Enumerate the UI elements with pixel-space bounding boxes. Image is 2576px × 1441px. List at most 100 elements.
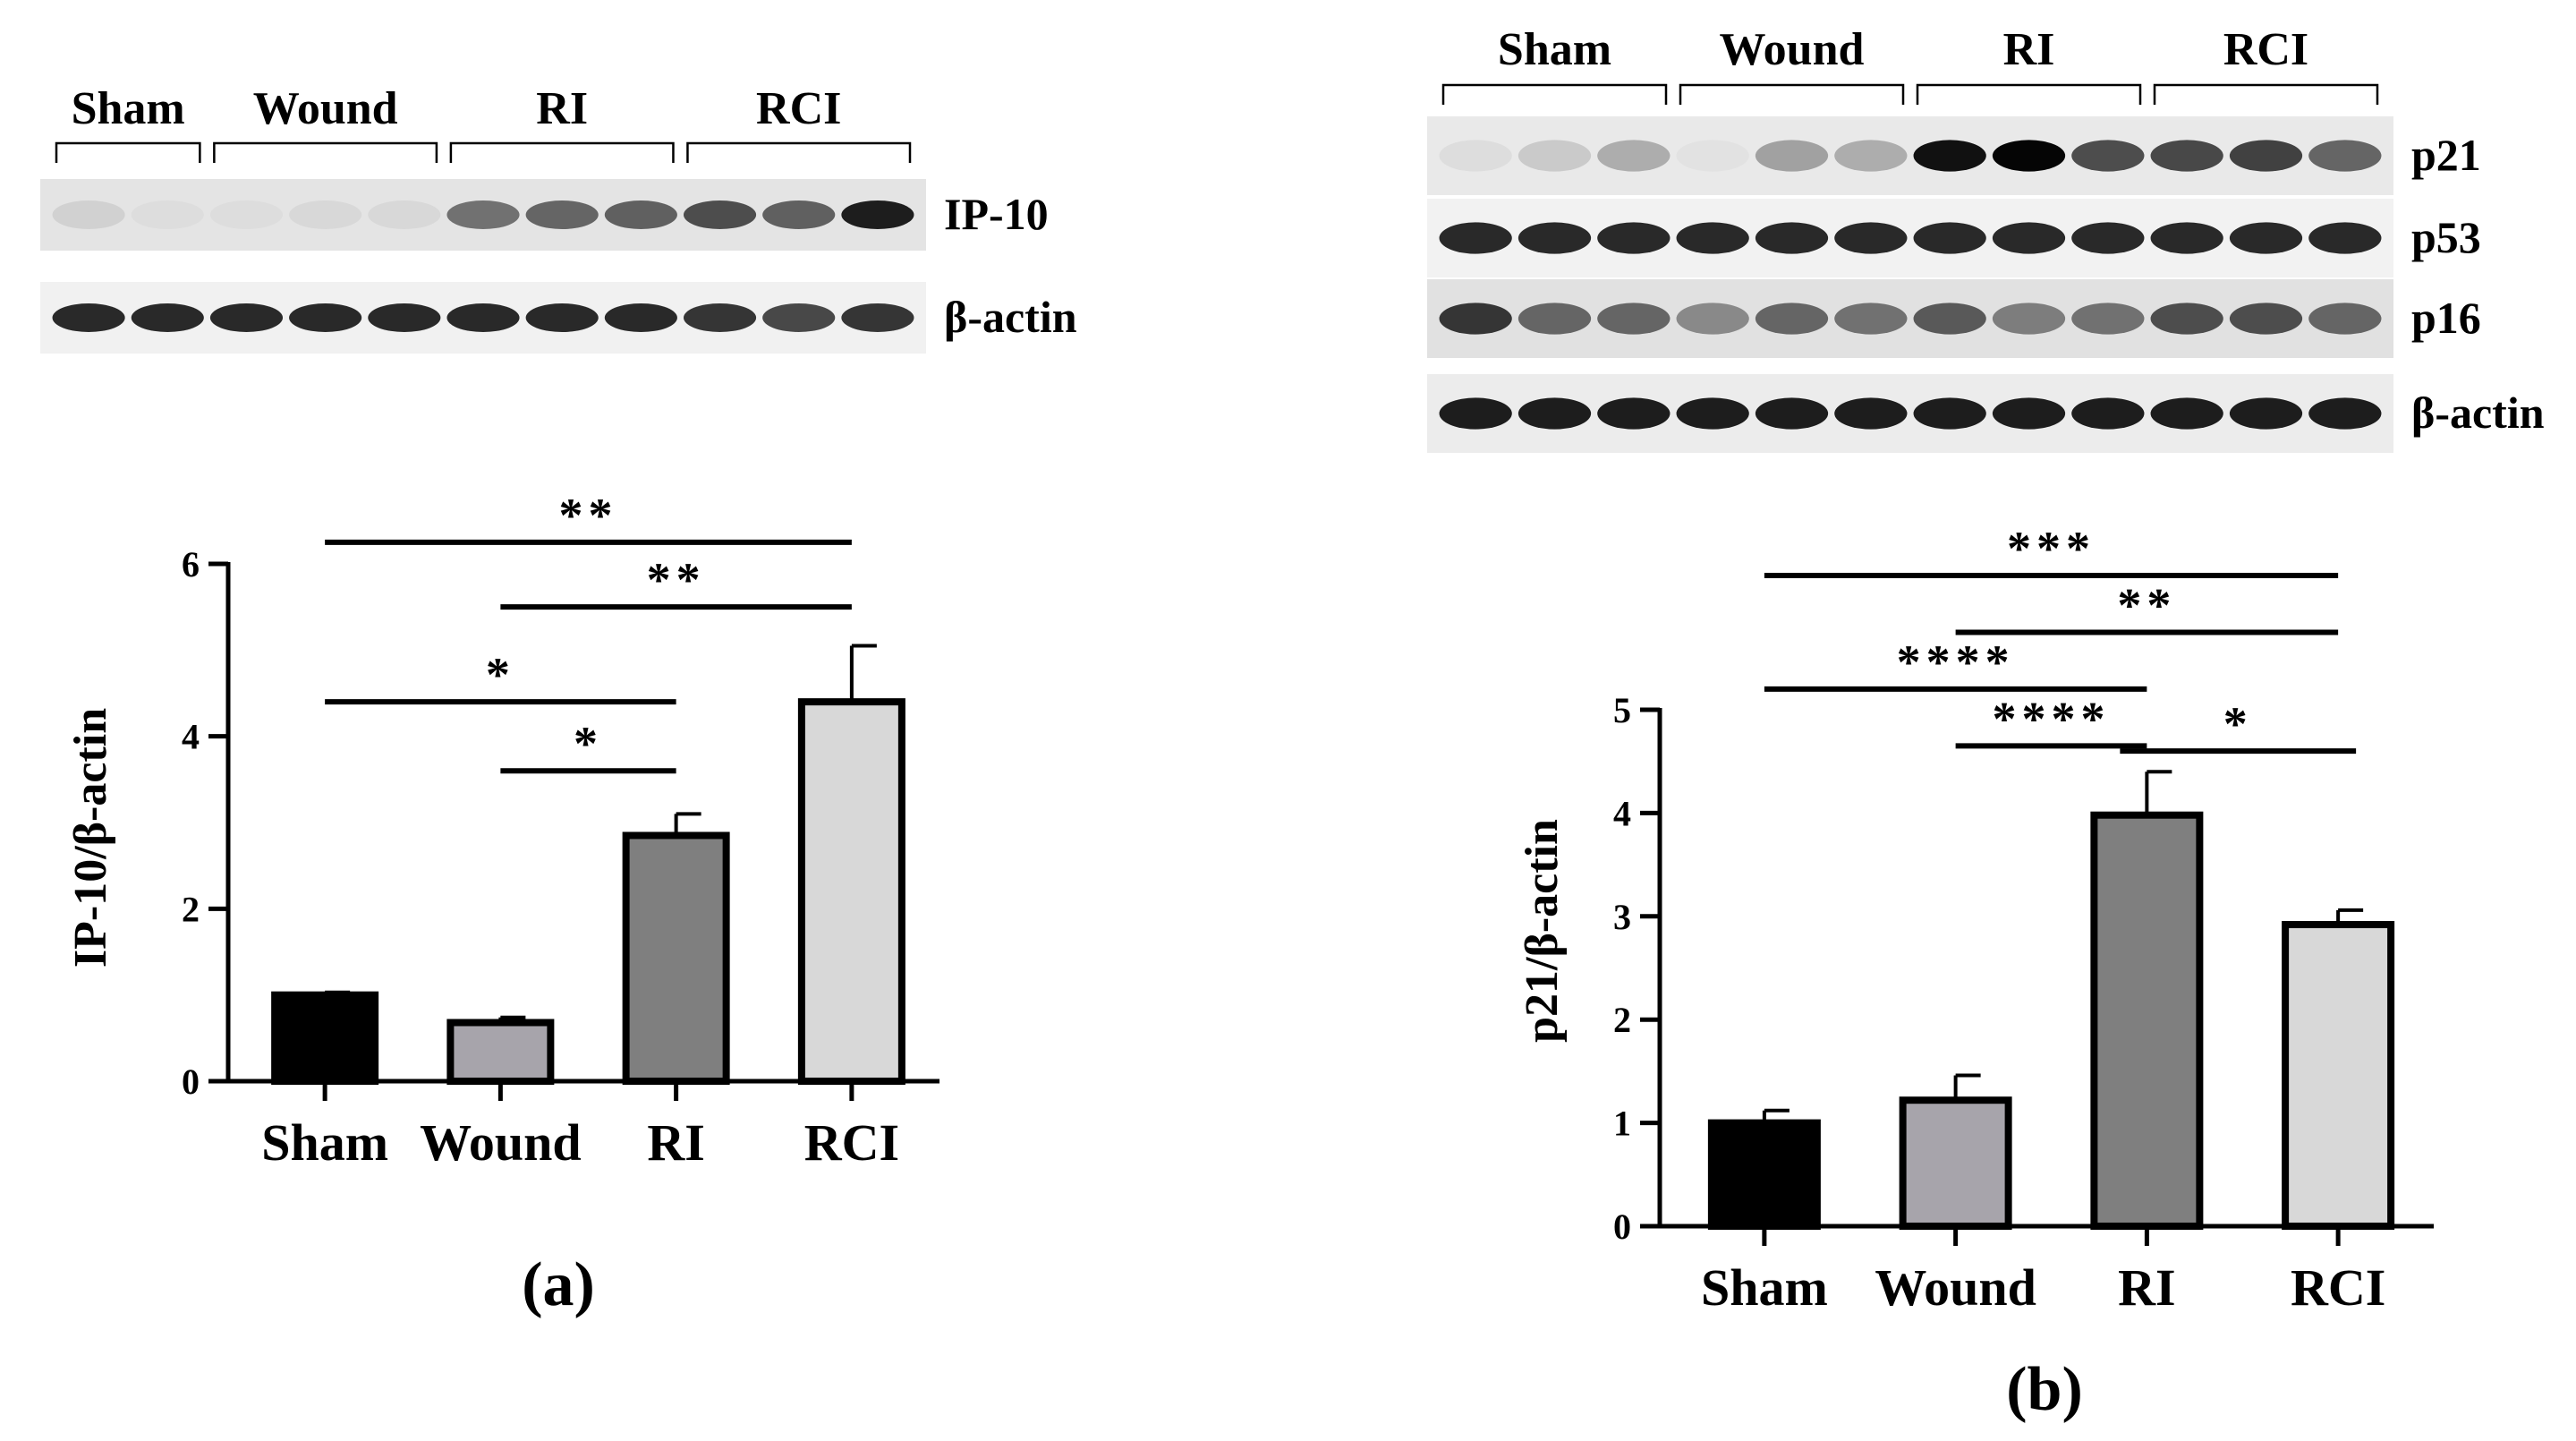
blot-band	[2308, 397, 2382, 430]
blot-band	[1518, 397, 1592, 430]
blot-band	[2308, 222, 2382, 254]
blot-group-bracket	[1916, 83, 2142, 105]
blot-band	[368, 303, 441, 332]
blot-band	[1834, 222, 1908, 254]
y-tick-label: 6	[182, 544, 200, 584]
blot-row-label: β-actin	[2411, 388, 2545, 438]
y-tick-label: 3	[1613, 897, 1631, 937]
blot-band	[683, 200, 757, 229]
blot-group-bracket	[213, 141, 438, 163]
blot-band	[1518, 303, 1592, 335]
blot-group-label: RI	[2003, 24, 2055, 75]
blot-band	[683, 303, 757, 332]
blot-band	[1913, 222, 1986, 254]
y-tick-label: 0	[182, 1062, 200, 1102]
blot-row-label: p53	[2411, 212, 2481, 262]
blot-band	[1676, 222, 1749, 254]
blot-band	[2229, 397, 2303, 430]
blot-band	[1518, 140, 1592, 172]
y-axis-label-a: IP-10/β-actin	[65, 708, 116, 968]
blot-band	[1992, 140, 2066, 172]
y-tick-label: 1	[1613, 1104, 1631, 1144]
bar-rci	[2282, 921, 2395, 1230]
blot-group-label: Wound	[253, 83, 398, 134]
blot-group-bracket	[1441, 83, 1668, 105]
significance-label: ***	[2007, 522, 2096, 576]
blot-group-label: RCI	[756, 83, 841, 134]
blot-band	[1992, 303, 2066, 335]
blot-band	[2150, 397, 2223, 430]
blot-band	[2150, 222, 2223, 254]
blot-group-label: RCI	[2223, 24, 2308, 75]
blot-band	[1834, 140, 1908, 172]
blot-band	[1676, 303, 1749, 335]
blot-band	[2071, 140, 2145, 172]
blot-band	[2229, 140, 2303, 172]
blot-band	[1439, 397, 1512, 430]
x-tick-label: Wound	[1875, 1258, 2036, 1317]
y-tick-label: 2	[182, 889, 200, 929]
panel-label-a: (a)	[522, 1250, 595, 1319]
blot-band	[525, 200, 599, 229]
x-tick-label: Sham	[1701, 1258, 1828, 1317]
blot-band	[841, 303, 914, 332]
y-tick-label: 2	[1613, 1000, 1631, 1040]
blot-band	[1597, 397, 1671, 430]
blot-band	[1439, 222, 1512, 254]
blot-row-label: p16	[2411, 293, 2481, 343]
bar-ri	[622, 831, 730, 1085]
y-axis-label-b: p21/β-actin	[1517, 819, 1568, 1043]
blot-group-bracket	[1679, 83, 1905, 105]
bar-sham	[271, 991, 379, 1085]
blot-band	[1755, 303, 1829, 335]
significance-label: *	[2223, 697, 2253, 751]
blot-band	[1597, 303, 1671, 335]
blot-group-bracket	[2153, 83, 2379, 105]
blot-band	[1992, 397, 2066, 430]
blot-band	[1755, 222, 1829, 254]
blot-band	[1913, 140, 1986, 172]
blot-band	[1755, 397, 1829, 430]
blot-band	[1676, 397, 1749, 430]
blot-band	[1913, 397, 1986, 430]
blot-band	[131, 200, 204, 229]
blot-band	[1755, 140, 1829, 172]
blot-band	[2071, 397, 2145, 430]
blot-band	[604, 200, 677, 229]
blot-band	[604, 303, 677, 332]
blot-group-label: RI	[536, 83, 588, 134]
blot-band	[368, 200, 441, 229]
bar-rci	[797, 698, 905, 1086]
blot-band	[2229, 222, 2303, 254]
blot-band	[2150, 140, 2223, 172]
x-tick-label: RI	[2118, 1258, 2175, 1317]
blot-band	[446, 303, 520, 332]
blot-band	[2071, 303, 2145, 335]
panel-a: Sham Wound RI RCI IP-10 β-actin 0 2 4 6 Sham Woun…	[40, 83, 1077, 1319]
blot-band	[1913, 303, 1986, 335]
blot-band	[1439, 303, 1512, 335]
blot-band	[209, 303, 284, 332]
bar-sham	[1707, 1119, 1821, 1230]
blot-group-bracket	[55, 141, 201, 163]
y-tick-label: 4	[182, 717, 200, 757]
blot-group-label: Sham	[72, 83, 185, 134]
blot-band	[2308, 140, 2382, 172]
bar-ri	[2090, 811, 2204, 1230]
blot-band	[841, 200, 914, 229]
blot-row-label: IP-10	[944, 189, 1049, 239]
blot-band	[289, 303, 362, 332]
y-tick-label: 4	[1613, 793, 1631, 833]
blot-row-label: β-actin	[944, 292, 1077, 342]
blot-band	[1518, 222, 1592, 254]
blot-a: Sham Wound RI RCI IP-10 β-actin	[40, 83, 1077, 354]
significance-label: **	[647, 553, 706, 607]
significance-label: *	[486, 648, 515, 702]
blot-band	[1439, 140, 1512, 172]
blot-band	[209, 200, 284, 229]
blot-band	[2071, 222, 2145, 254]
blot-band	[1834, 303, 1908, 335]
